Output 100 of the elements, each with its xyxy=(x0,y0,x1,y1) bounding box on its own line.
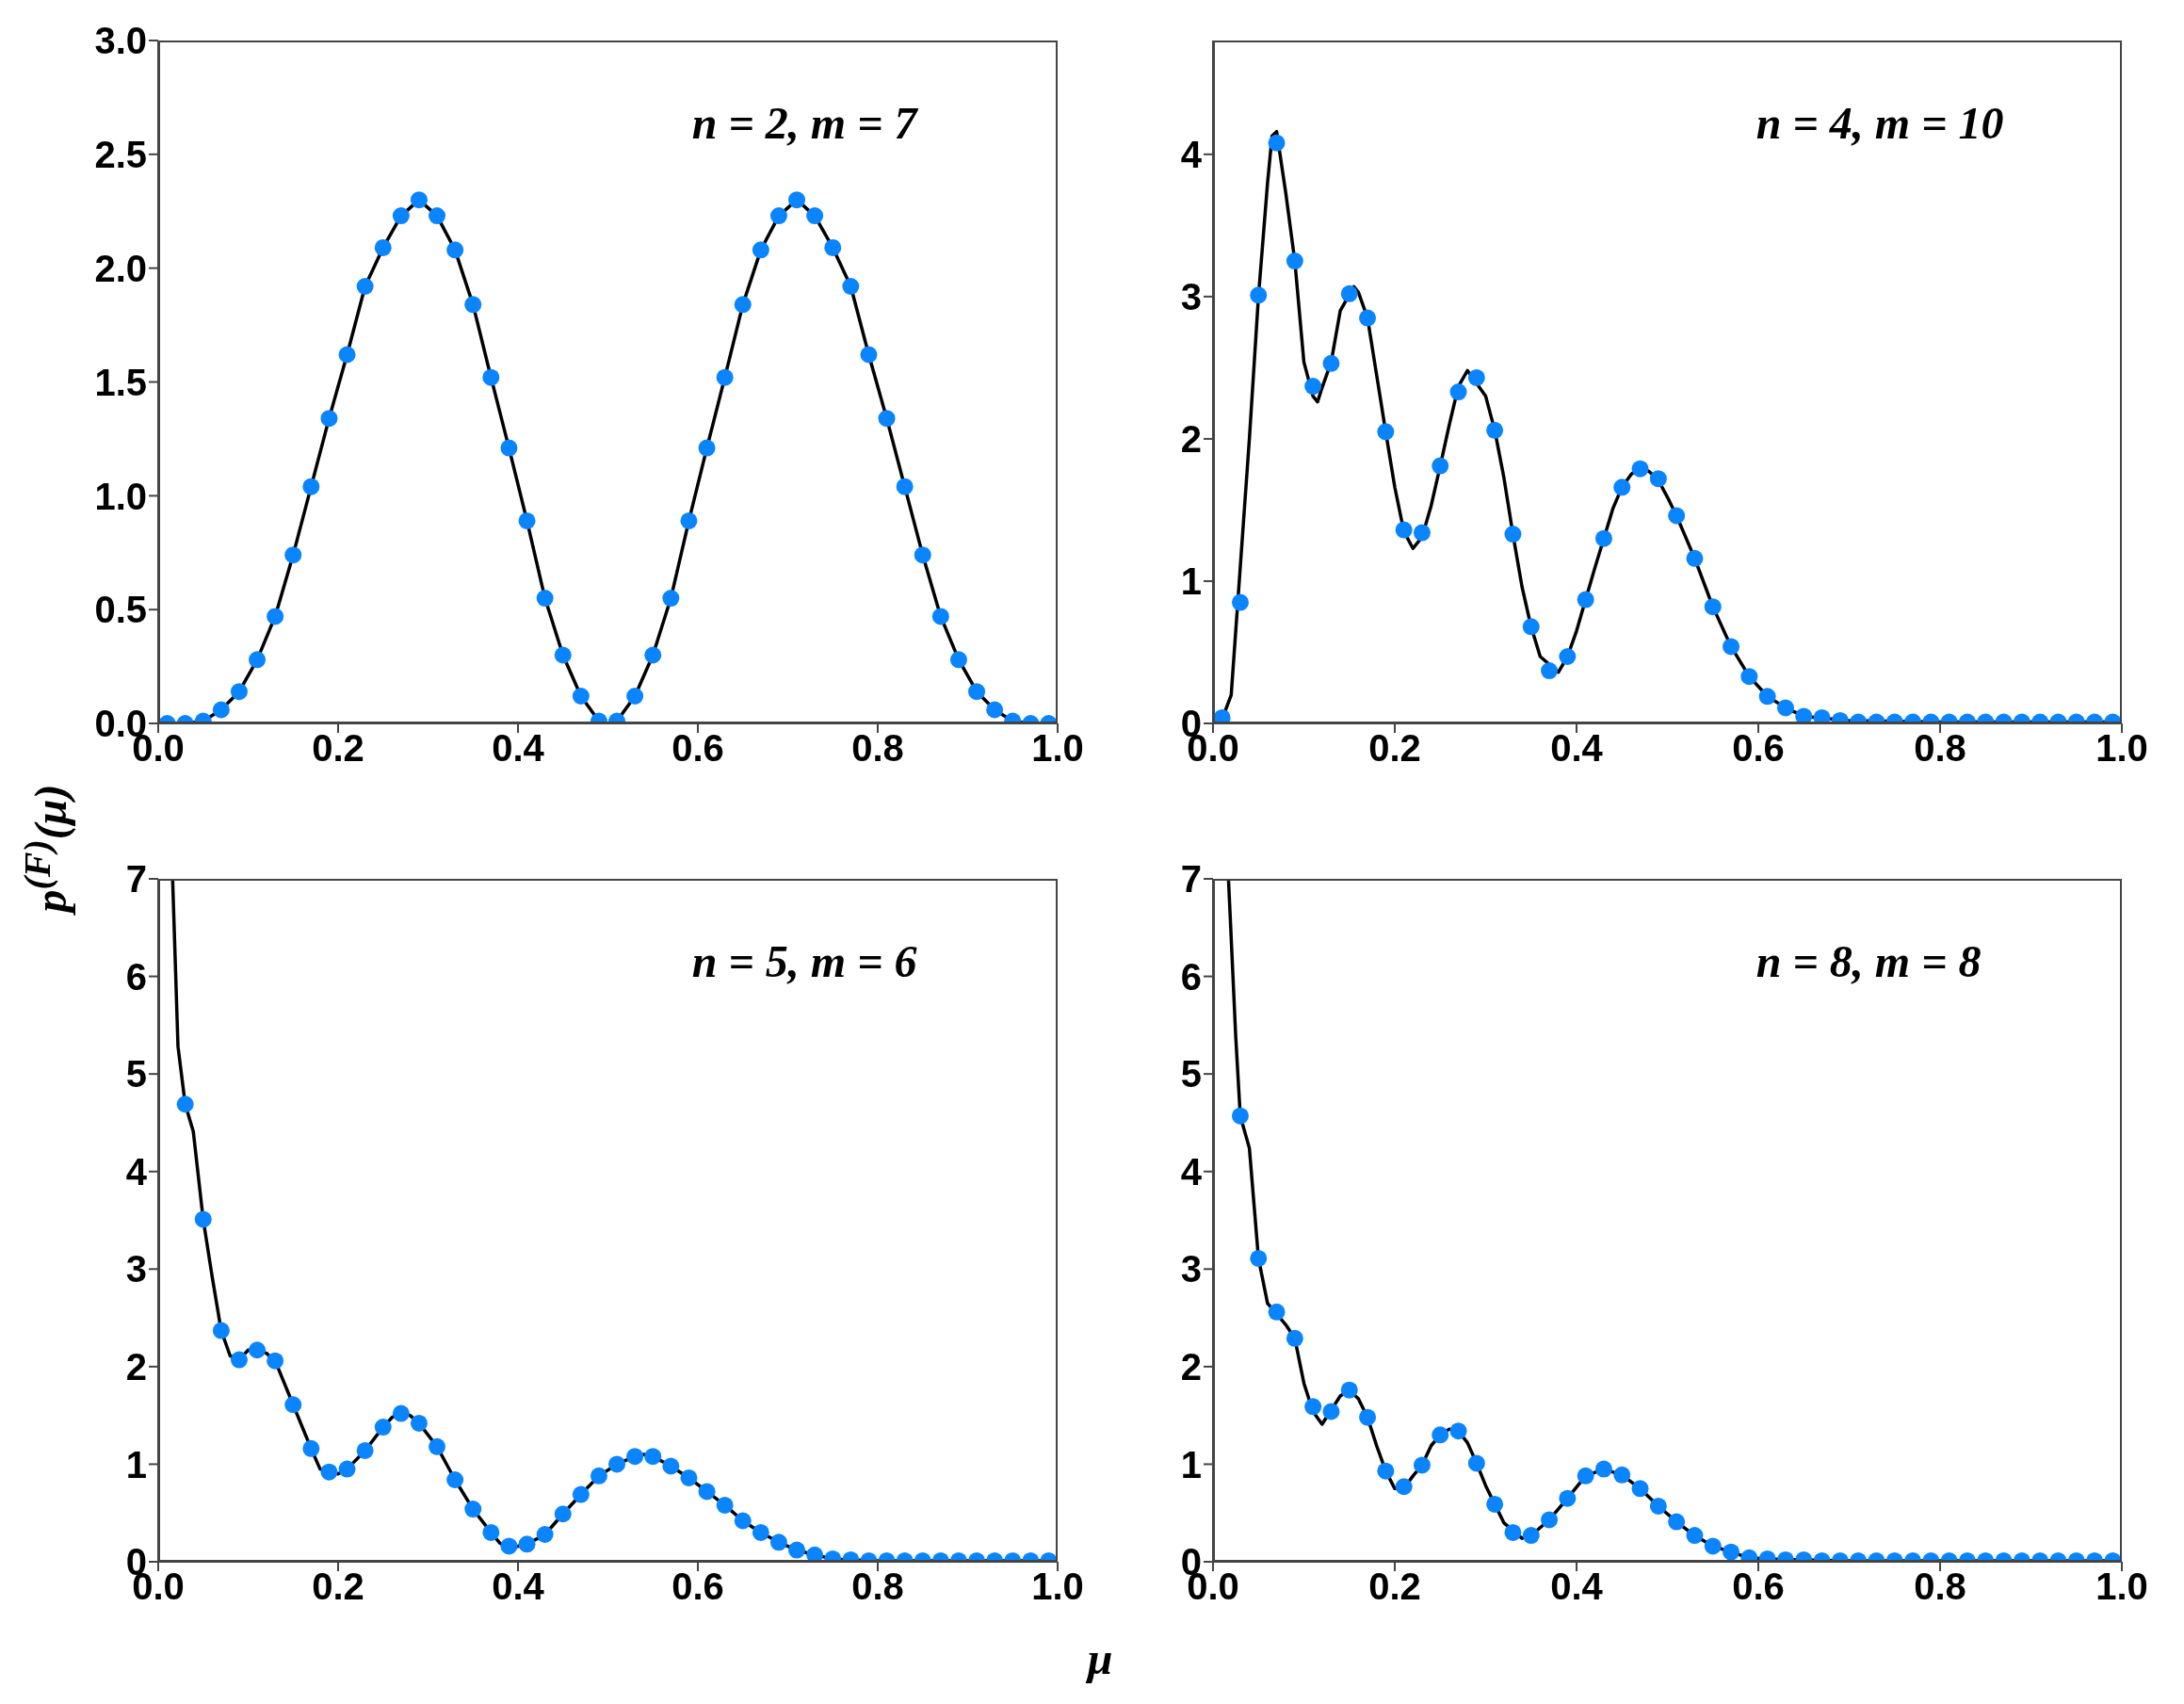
y-tick-label: 1 xyxy=(1180,560,1202,603)
point xyxy=(1432,457,1449,475)
y-tick-label: 3 xyxy=(125,1248,147,1290)
x-tick-label: 0.8 xyxy=(1914,1566,1966,1608)
point xyxy=(1413,524,1431,542)
point xyxy=(572,688,590,705)
point xyxy=(338,346,356,364)
y-tick-label: 2 xyxy=(1180,418,1202,461)
point xyxy=(878,410,896,428)
annotation: n = 5, m = 6 xyxy=(691,935,917,987)
x-tick-label: 0.4 xyxy=(1550,1566,1604,1608)
point xyxy=(1322,354,1340,372)
point xyxy=(644,1448,662,1466)
y-tick-label: 4 xyxy=(1180,1150,1203,1193)
y-tick-label: 3 xyxy=(1180,276,1202,318)
annotation: n = 4, m = 10 xyxy=(1755,97,2004,149)
point xyxy=(1304,378,1322,396)
y-tick-label: 6 xyxy=(1180,955,1202,998)
point xyxy=(1504,526,1522,544)
point xyxy=(176,1095,194,1113)
point xyxy=(1577,591,1594,609)
x-tick-label: 0.2 xyxy=(1368,727,1421,770)
y-tick-label: 2 xyxy=(1180,1346,1202,1388)
point xyxy=(806,1546,824,1562)
point xyxy=(284,1396,302,1414)
point xyxy=(1467,368,1485,386)
point xyxy=(429,1437,446,1455)
point xyxy=(716,1496,734,1514)
y-tick-label: 1 xyxy=(1180,1443,1202,1485)
point xyxy=(302,1439,320,1457)
y-tick-label: 0.5 xyxy=(94,589,147,631)
point xyxy=(608,1455,626,1473)
y-tick-label: 4 xyxy=(125,1150,148,1193)
y-tick-label: 3.0 xyxy=(94,20,147,62)
point xyxy=(1395,521,1413,539)
x-tick-label: 0.6 xyxy=(1732,727,1785,770)
point xyxy=(500,1537,518,1555)
point xyxy=(1286,252,1303,270)
x-tick-label: 1.0 xyxy=(2095,727,2148,770)
x-tick-label: 1.0 xyxy=(1031,727,1084,770)
point xyxy=(698,1483,716,1501)
point xyxy=(1486,421,1504,439)
point xyxy=(824,238,842,256)
point xyxy=(680,1469,698,1486)
point xyxy=(986,701,1004,719)
x-tick-label: 0.4 xyxy=(1550,727,1604,770)
point xyxy=(429,207,446,225)
point xyxy=(338,1460,356,1478)
x-tick-label: 0.4 xyxy=(492,1566,545,1608)
point xyxy=(896,478,914,495)
point xyxy=(392,207,410,225)
point xyxy=(249,651,267,669)
y-tick-label: 7 xyxy=(1180,858,1202,901)
x-tick-label: 0.8 xyxy=(851,727,904,770)
y-tick-label: 7 xyxy=(125,858,147,901)
point xyxy=(769,207,787,225)
point xyxy=(914,546,931,564)
point xyxy=(518,1535,536,1553)
annotation: n = 2, m = 7 xyxy=(691,97,917,149)
point xyxy=(212,1322,230,1339)
x-axis-title: μ xyxy=(1084,1632,1114,1684)
y-tick-label: 5 xyxy=(125,1053,147,1095)
point xyxy=(212,701,230,719)
point xyxy=(662,590,680,608)
y-tick-label: 6 xyxy=(125,955,147,998)
point xyxy=(518,511,536,529)
point xyxy=(788,191,806,209)
point xyxy=(356,278,374,295)
point xyxy=(734,296,752,314)
point xyxy=(698,439,716,457)
point xyxy=(806,207,824,225)
point xyxy=(446,1471,464,1488)
y-tick-label: 1.5 xyxy=(94,361,147,403)
x-tick-label: 0.8 xyxy=(851,1566,904,1608)
point xyxy=(554,646,572,664)
point xyxy=(1449,383,1467,401)
y-tick-label: 2.0 xyxy=(94,247,147,289)
point xyxy=(1813,708,1831,723)
y-tick-label: 4 xyxy=(1180,134,1203,176)
x-tick-label: 0.2 xyxy=(1368,1566,1421,1608)
point xyxy=(734,1512,752,1530)
point xyxy=(230,1351,248,1369)
point xyxy=(194,1210,212,1228)
point xyxy=(590,1467,607,1485)
x-tick-label: 0.8 xyxy=(1914,727,1966,770)
point xyxy=(1594,529,1612,547)
annotation: n = 8, m = 8 xyxy=(1755,935,1982,987)
point xyxy=(464,296,482,314)
point xyxy=(410,1414,428,1432)
point xyxy=(1613,479,1631,496)
x-tick-label: 1.0 xyxy=(1031,1566,1084,1608)
y-tick-label: 1 xyxy=(125,1443,147,1485)
point xyxy=(267,608,284,625)
y-tick-label: 2 xyxy=(125,1346,147,1388)
y-tick-label: 5 xyxy=(1180,1053,1202,1095)
point xyxy=(572,1485,590,1503)
point xyxy=(931,608,949,625)
point xyxy=(320,1463,338,1481)
point xyxy=(769,1534,787,1551)
point xyxy=(302,478,320,495)
